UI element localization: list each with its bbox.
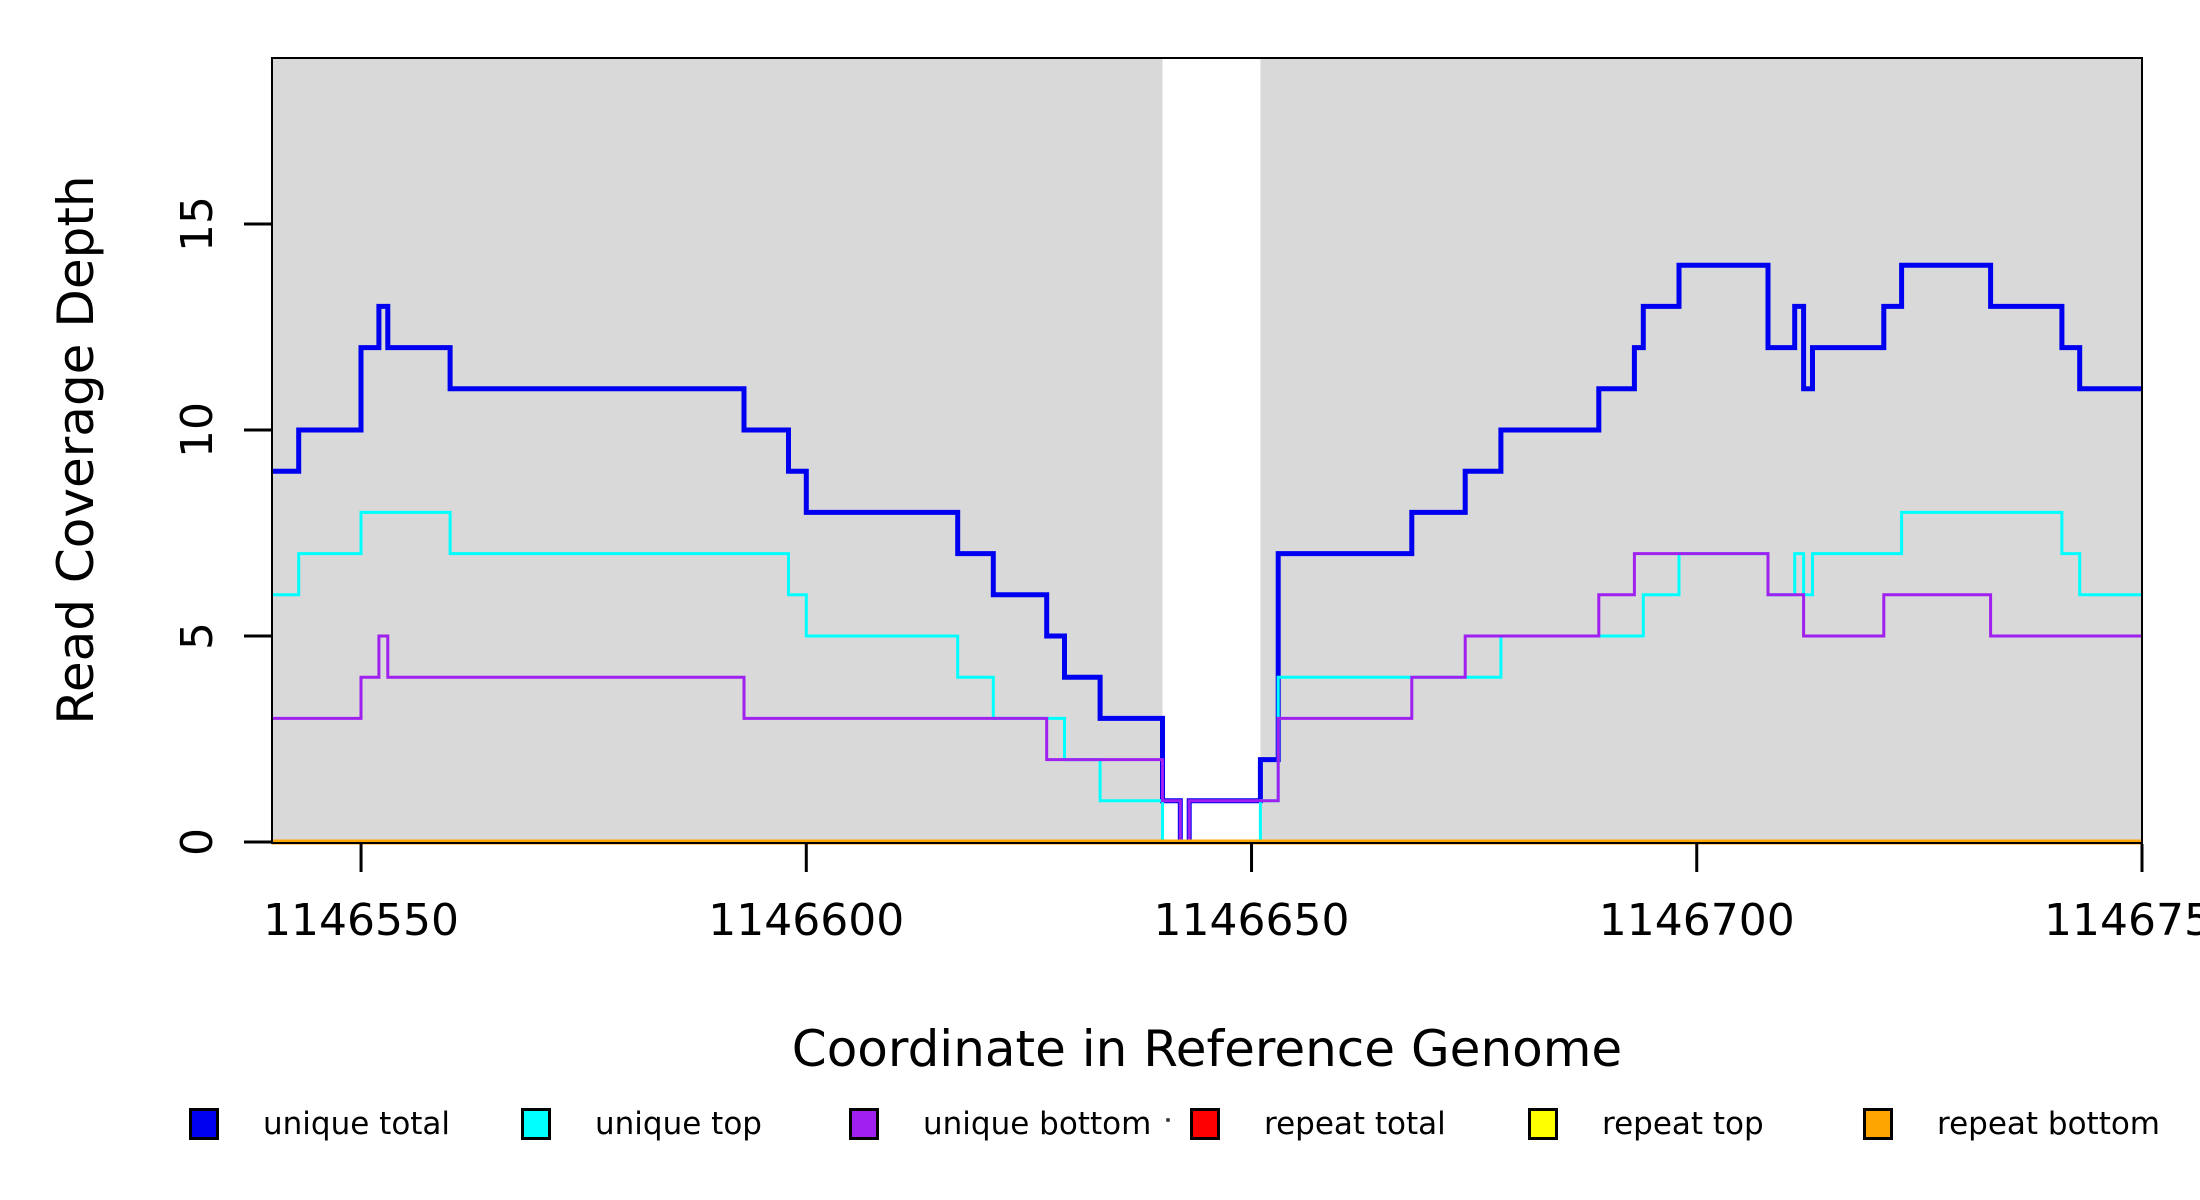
legend-swatch-repeat-top — [1528, 1108, 1558, 1140]
legend-label: unique top — [595, 1106, 762, 1142]
x-tick-label: 1146700 — [1599, 895, 1795, 946]
x-axis-title: Coordinate in Reference Genome — [791, 1020, 1623, 1078]
series-unique-bottom — [272, 552, 2142, 844]
legend-swatch-repeat-bottom — [1863, 1108, 1893, 1140]
legend-swatch-unique-total — [189, 1108, 219, 1140]
y-axis-title: Read Coverage Depth — [47, 175, 105, 725]
legend-item-unique-top: unique top — [521, 1104, 762, 1144]
legend-item-repeat-bottom: repeat bottom — [1863, 1104, 2160, 1144]
x-tick-label: 1146550 — [263, 895, 459, 946]
y-tick-label: 0 — [172, 828, 223, 856]
legend-item-repeat-total: repeat total — [1190, 1104, 1446, 1144]
unique-region-right — [1260, 58, 2142, 843]
plot-box — [271, 57, 2143, 844]
unique-region-left — [272, 58, 1163, 843]
legend-item-unique-total: unique total — [189, 1104, 450, 1144]
legend-label: repeat total — [1264, 1106, 1446, 1142]
legend-item-repeat-top: repeat top — [1528, 1104, 1764, 1144]
y-tick-label: 5 — [172, 622, 223, 650]
y-tick-label: 10 — [172, 402, 223, 458]
legend-label: unique total — [263, 1106, 451, 1142]
legend-item-unique-bottom: unique bottom — [849, 1104, 1151, 1144]
legend-label: repeat bottom — [1937, 1106, 2161, 1142]
series-unique-total — [272, 262, 2142, 845]
legend-swatch-unique-top — [521, 1108, 551, 1140]
legend-swatch-repeat-total — [1190, 1108, 1220, 1140]
x-tick-label: 1146600 — [708, 895, 904, 946]
legend-label: repeat top — [1602, 1106, 1764, 1142]
y-tick-label: 15 — [172, 196, 223, 252]
stray-dot — [1166, 1118, 1170, 1122]
gap-region — [1162, 58, 1261, 843]
legend-swatch-unique-bottom — [849, 1108, 879, 1140]
x-tick-label: 1146650 — [1154, 895, 1350, 946]
legend-label: unique bottom — [923, 1106, 1152, 1142]
